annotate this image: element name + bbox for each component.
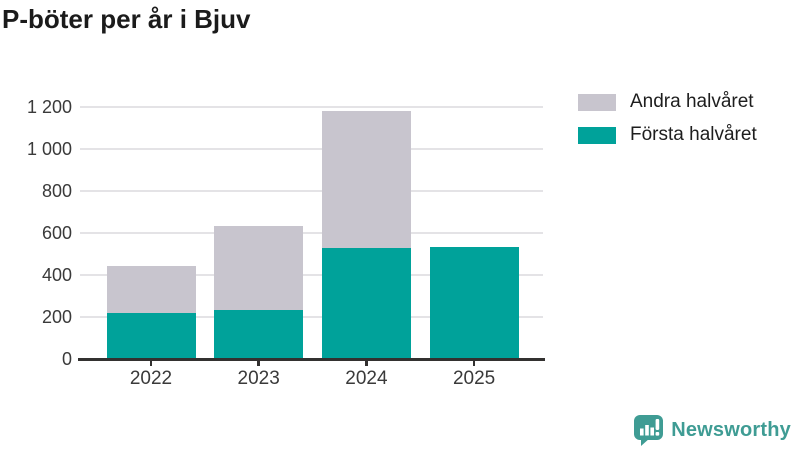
y-axis-tick-label: 600 [41,223,72,243]
legend-swatch-andra [578,93,616,111]
legend-item-andra-halvaret: Andra halvåret [578,91,757,113]
gridline [80,190,543,192]
x-axis-tick-label: 2022 [129,368,173,389]
y-axis-tick-label: 0 [61,349,72,369]
legend-label-forsta: Första halvåret [630,124,757,145]
gridline [80,274,543,276]
bar-segment-andra-2022 [106,265,196,313]
bar-segment-andra-2023 [214,226,304,311]
x-axis-tick-label: 2025 [452,368,496,389]
gridline [80,106,543,108]
newsworthy-wordmark: Newsworthy [671,419,791,441]
legend-label-andra: Andra halvåret [630,91,754,112]
legend-swatch-forsta [578,126,616,144]
plot-area: 0 200 400 600 800 1 000 1 200 2022 2023 2024 2025 [27,97,545,389]
bar-segment-forsta-2024 [321,247,411,359]
legend: Andra halvåret Första halvåret [578,91,757,157]
bar-segment-forsta-2025 [429,247,519,359]
y-axis-tick-label: 1 000 [26,139,72,159]
x-axis-tick-label: 2024 [345,368,388,389]
gridline [80,232,543,234]
y-axis-tick-label: 200 [41,307,72,327]
x-axis-tick-label: 2023 [237,368,280,389]
x-axis-tick [149,359,153,366]
bar-segment-andra-2024 [321,111,411,248]
newsworthy-icon [634,415,664,446]
bar-segment-forsta-2023 [214,310,304,359]
x-axis-tick [257,359,260,366]
y-axis-tick-label: 800 [41,181,72,201]
x-axis-line [78,357,545,361]
y-axis-tick-label: 1 200 [26,97,72,117]
y-axis-tick-label: 400 [41,265,72,285]
gridline [80,148,543,150]
chart-title: P-böter per år i Bjuv [2,4,251,34]
x-axis-tick [365,359,368,366]
legend-item-forsta-halvaret: Första halvåret [578,124,757,146]
bar-segment-forsta-2022 [106,312,196,359]
x-axis-tick [472,359,476,366]
gridline [80,316,543,318]
newsworthy-logo[interactable]: Newsworthy [633,414,791,447]
